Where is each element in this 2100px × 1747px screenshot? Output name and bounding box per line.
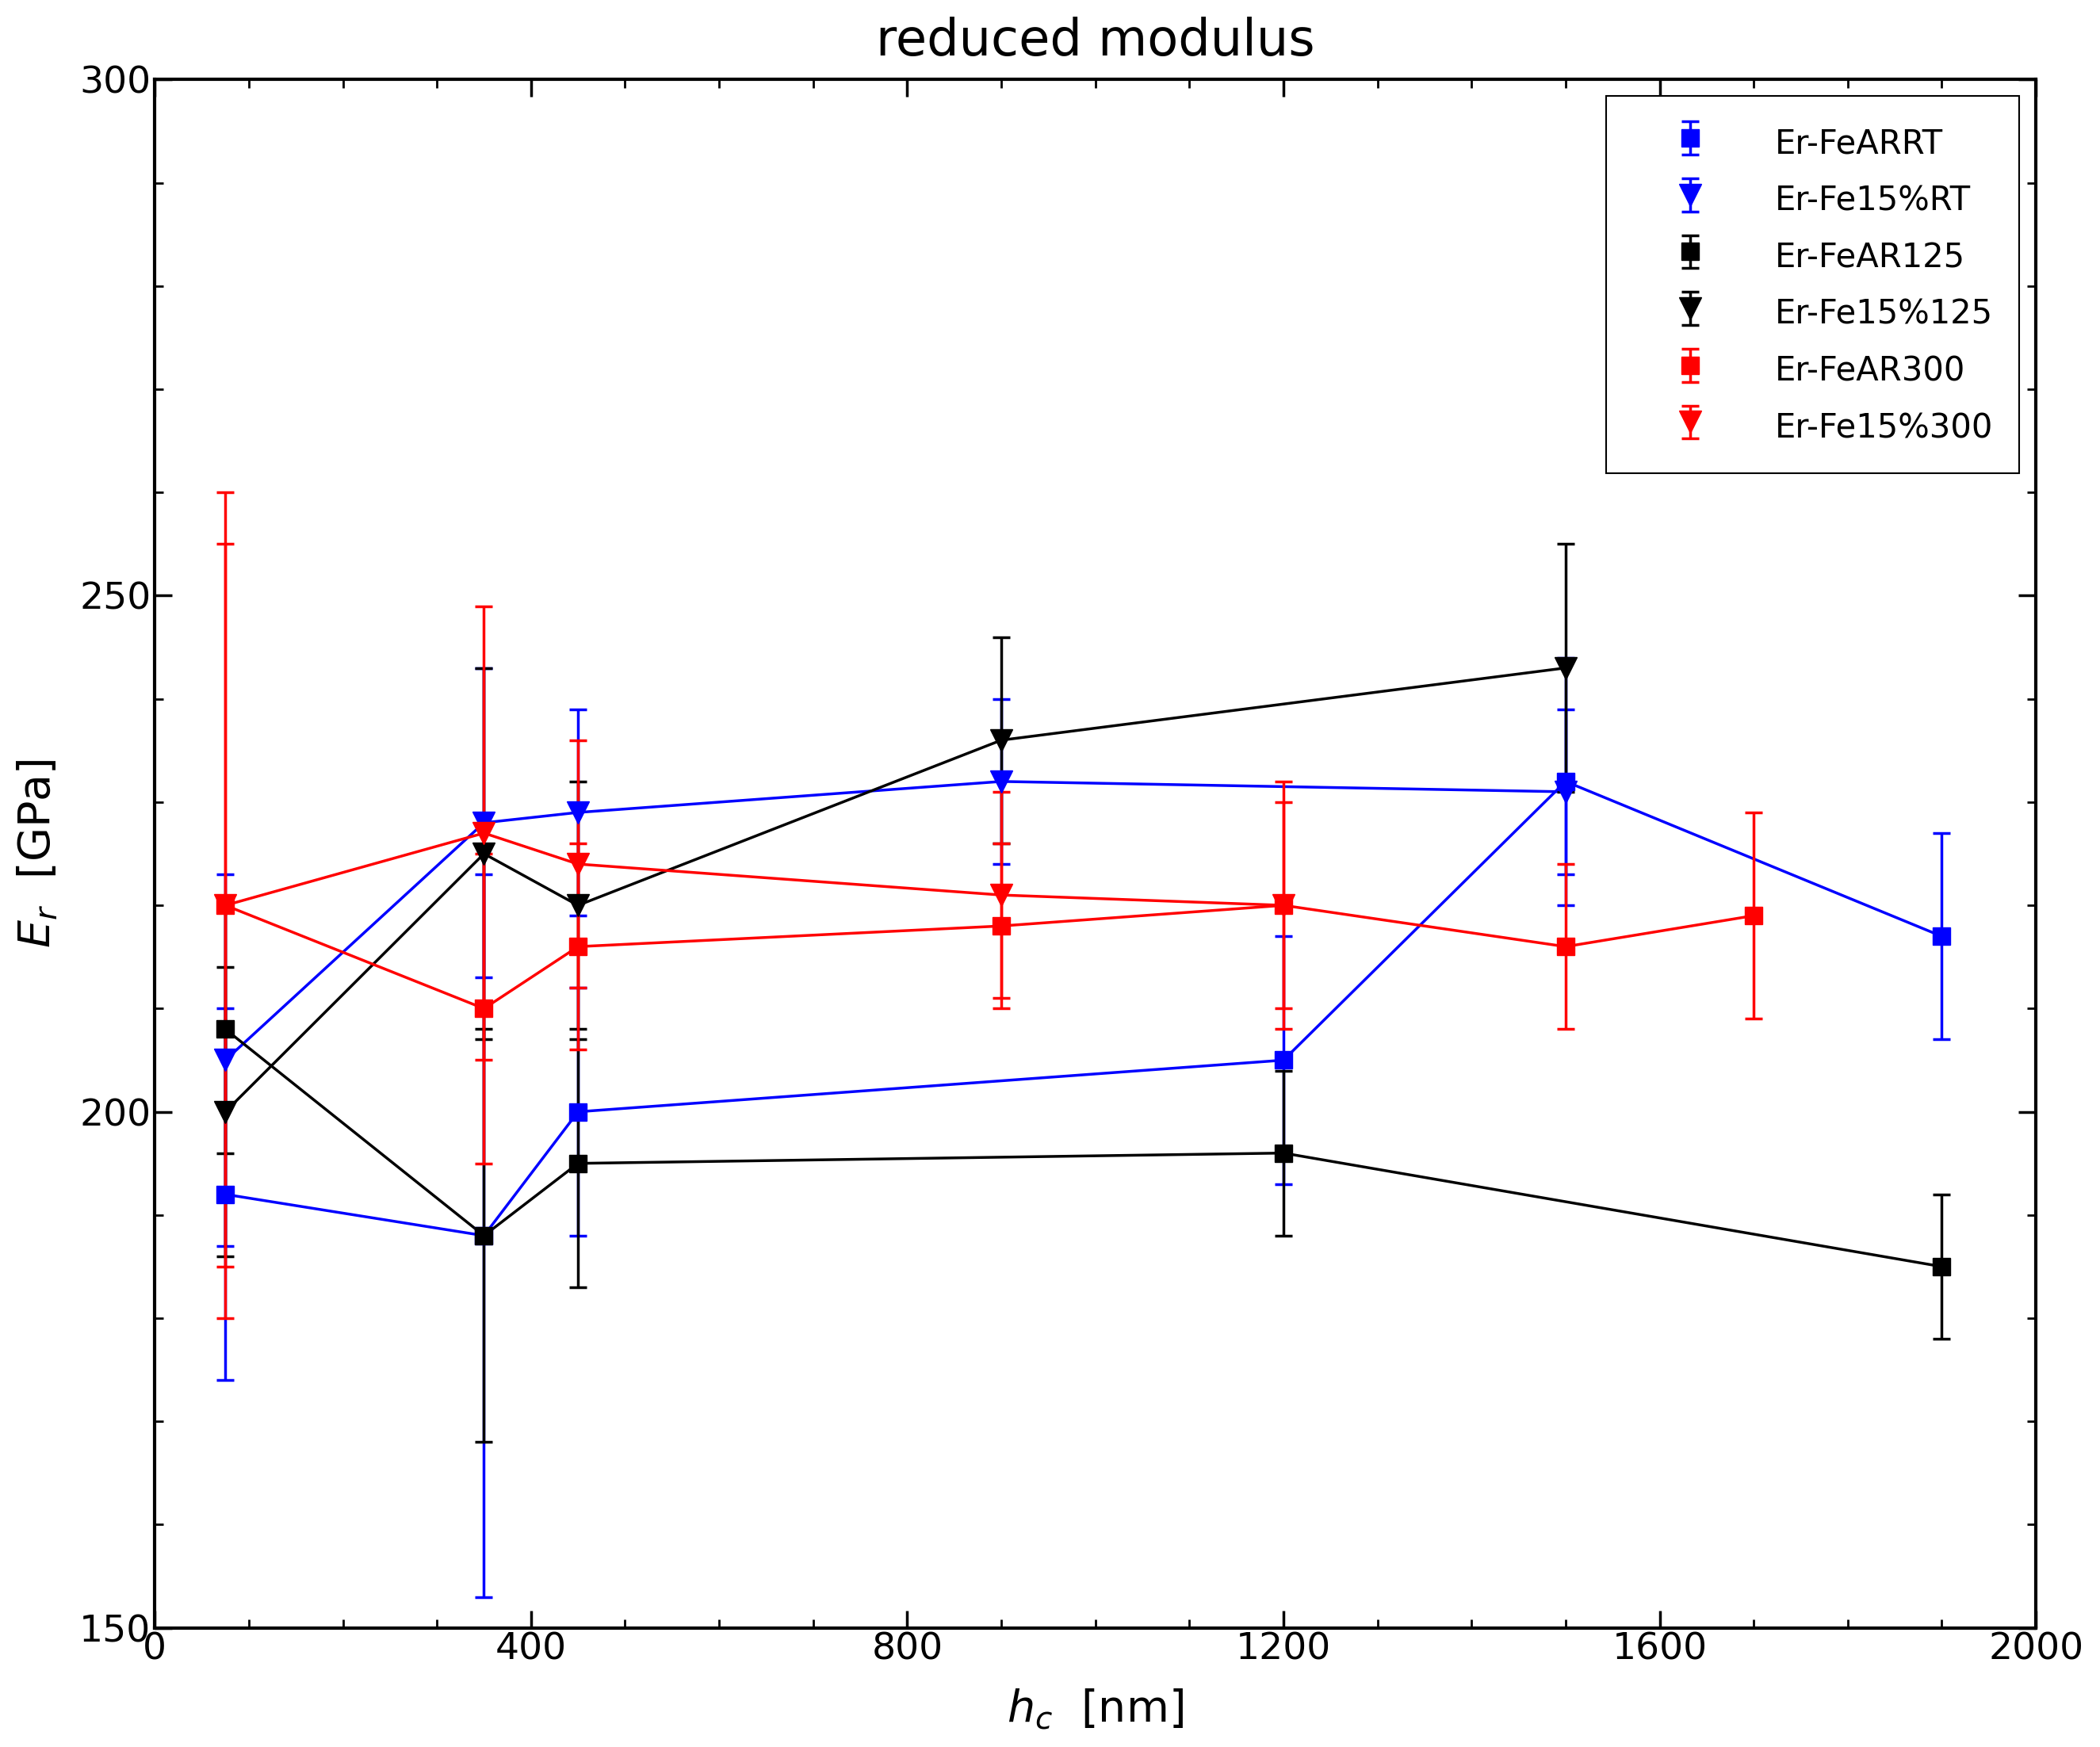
Legend: Er-FeARRT, Er-Fe15%RT, Er-FeAR125, Er-Fe15%125, Er-FeAR300, Er-Fe15%300: Er-FeARRT, Er-Fe15%RT, Er-FeAR125, Er-Fe…: [1606, 96, 2020, 473]
Y-axis label: $\mathit{E}_\mathit{r}$  [GPa]: $\mathit{E}_\mathit{r}$ [GPa]: [17, 758, 59, 949]
Title: reduced modulus: reduced modulus: [876, 16, 1315, 66]
X-axis label: $\mathit{h}_\mathit{c}$  [nm]: $\mathit{h}_\mathit{c}$ [nm]: [1006, 1688, 1184, 1731]
